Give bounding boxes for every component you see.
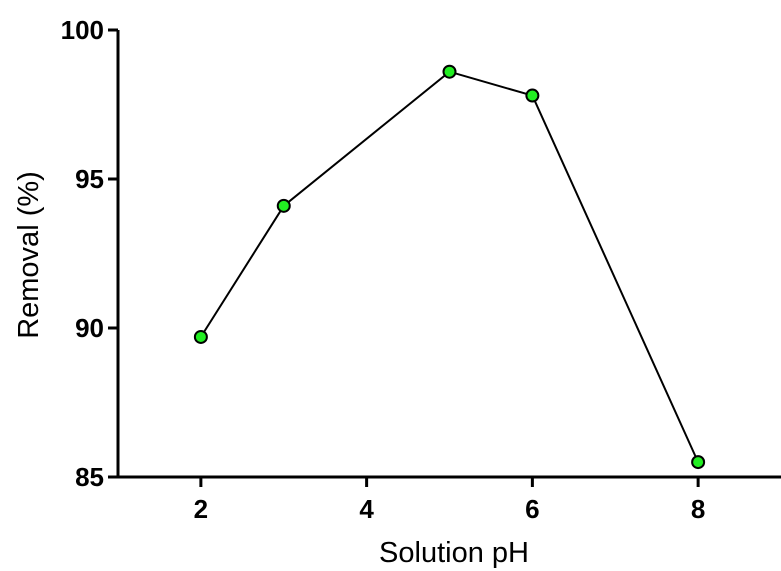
data-point [276,198,291,213]
x-tick-label: 2 [194,494,208,524]
data-point [691,455,706,470]
axes: 85 90 95 100 2 4 6 8 [61,15,781,524]
y-axis-title: Removal (%) [13,171,45,339]
y-tick-label: 100 [61,15,104,45]
data-point [442,64,457,79]
y-tick-label: 85 [75,462,104,492]
x-axis-title: Solution pH [379,537,529,569]
x-tick-label: 4 [359,494,374,524]
data-point [193,329,208,344]
y-tick-label: 90 [75,313,104,343]
data-point [525,88,540,103]
series-line [200,70,700,463]
series-group [193,64,706,470]
x-tick-label: 8 [691,494,705,524]
y-tick-label: 95 [75,164,104,194]
x-tick-label: 6 [525,494,539,524]
